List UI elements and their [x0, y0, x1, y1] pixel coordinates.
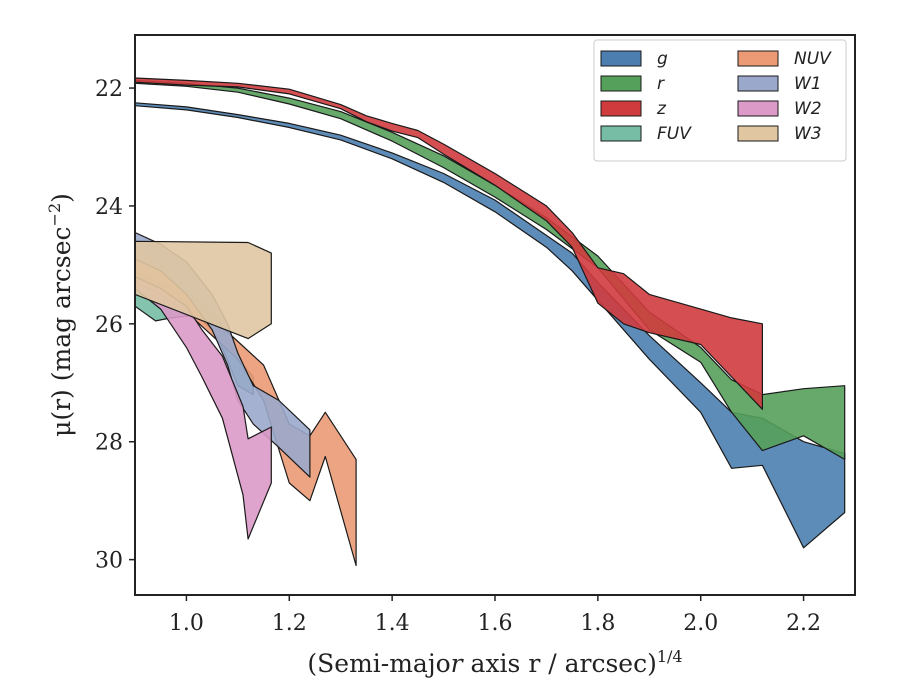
y-axis: 22 24 26 28 30 — [95, 77, 135, 574]
legend-swatch-nuv — [737, 50, 779, 67]
x-tick-label: 2.0 — [683, 611, 718, 636]
x-tick-label: 1.2 — [272, 611, 307, 636]
x-tick-label: 1.4 — [375, 611, 410, 636]
series-band-r — [135, 79, 846, 460]
legend-swatch-z — [600, 100, 642, 117]
legend-label-fuv: FUV — [657, 124, 692, 144]
legend-label-nuv: NUV — [794, 49, 832, 69]
legend-swatch-w2 — [737, 100, 779, 117]
legend-label-w1: W1 — [794, 74, 822, 94]
legend-swatch-g — [600, 50, 642, 67]
legend-label-z: z — [656, 99, 667, 119]
legend-swatch-r — [600, 75, 642, 92]
x-tick-label: 1.8 — [580, 611, 615, 636]
legend-swatch-w3 — [737, 125, 779, 142]
series-band-w2 — [135, 276, 272, 540]
x-tick-label: 1.6 — [478, 611, 513, 636]
y-tick-label: 26 — [95, 313, 123, 338]
series-band-g — [135, 102, 846, 549]
x-tick-label: 2.2 — [786, 611, 821, 636]
series-bands — [135, 77, 846, 567]
legend-label-r: r — [657, 74, 665, 94]
legend-frame — [593, 39, 847, 162]
legend-label-w3: W3 — [794, 124, 822, 144]
x-tick-label: 1.0 — [169, 611, 204, 636]
y-axis-label: μ(r) (mag arcsec−2) — [45, 193, 76, 437]
series-band-z — [135, 77, 764, 410]
x-axis-label: (Semi-major axis r / arcsec)1/4 — [307, 647, 682, 678]
legend-label-w2: W2 — [794, 99, 822, 119]
series-band-w3 — [135, 240, 272, 340]
y-tick-label: 24 — [95, 195, 123, 220]
legend: grz FUV NUV W1 W2 W3 — [593, 39, 847, 162]
legend-label-g: g — [657, 49, 668, 69]
x-axis: 1.0 1.2 1.4 1.6 1.8 2.0 2.2 — [169, 595, 821, 636]
legend-swatch-fuv — [600, 125, 642, 142]
y-tick-label: 22 — [95, 77, 123, 102]
y-tick-label: 28 — [95, 431, 123, 456]
legend-swatch-w1 — [737, 75, 779, 92]
y-tick-label: 30 — [95, 549, 123, 574]
